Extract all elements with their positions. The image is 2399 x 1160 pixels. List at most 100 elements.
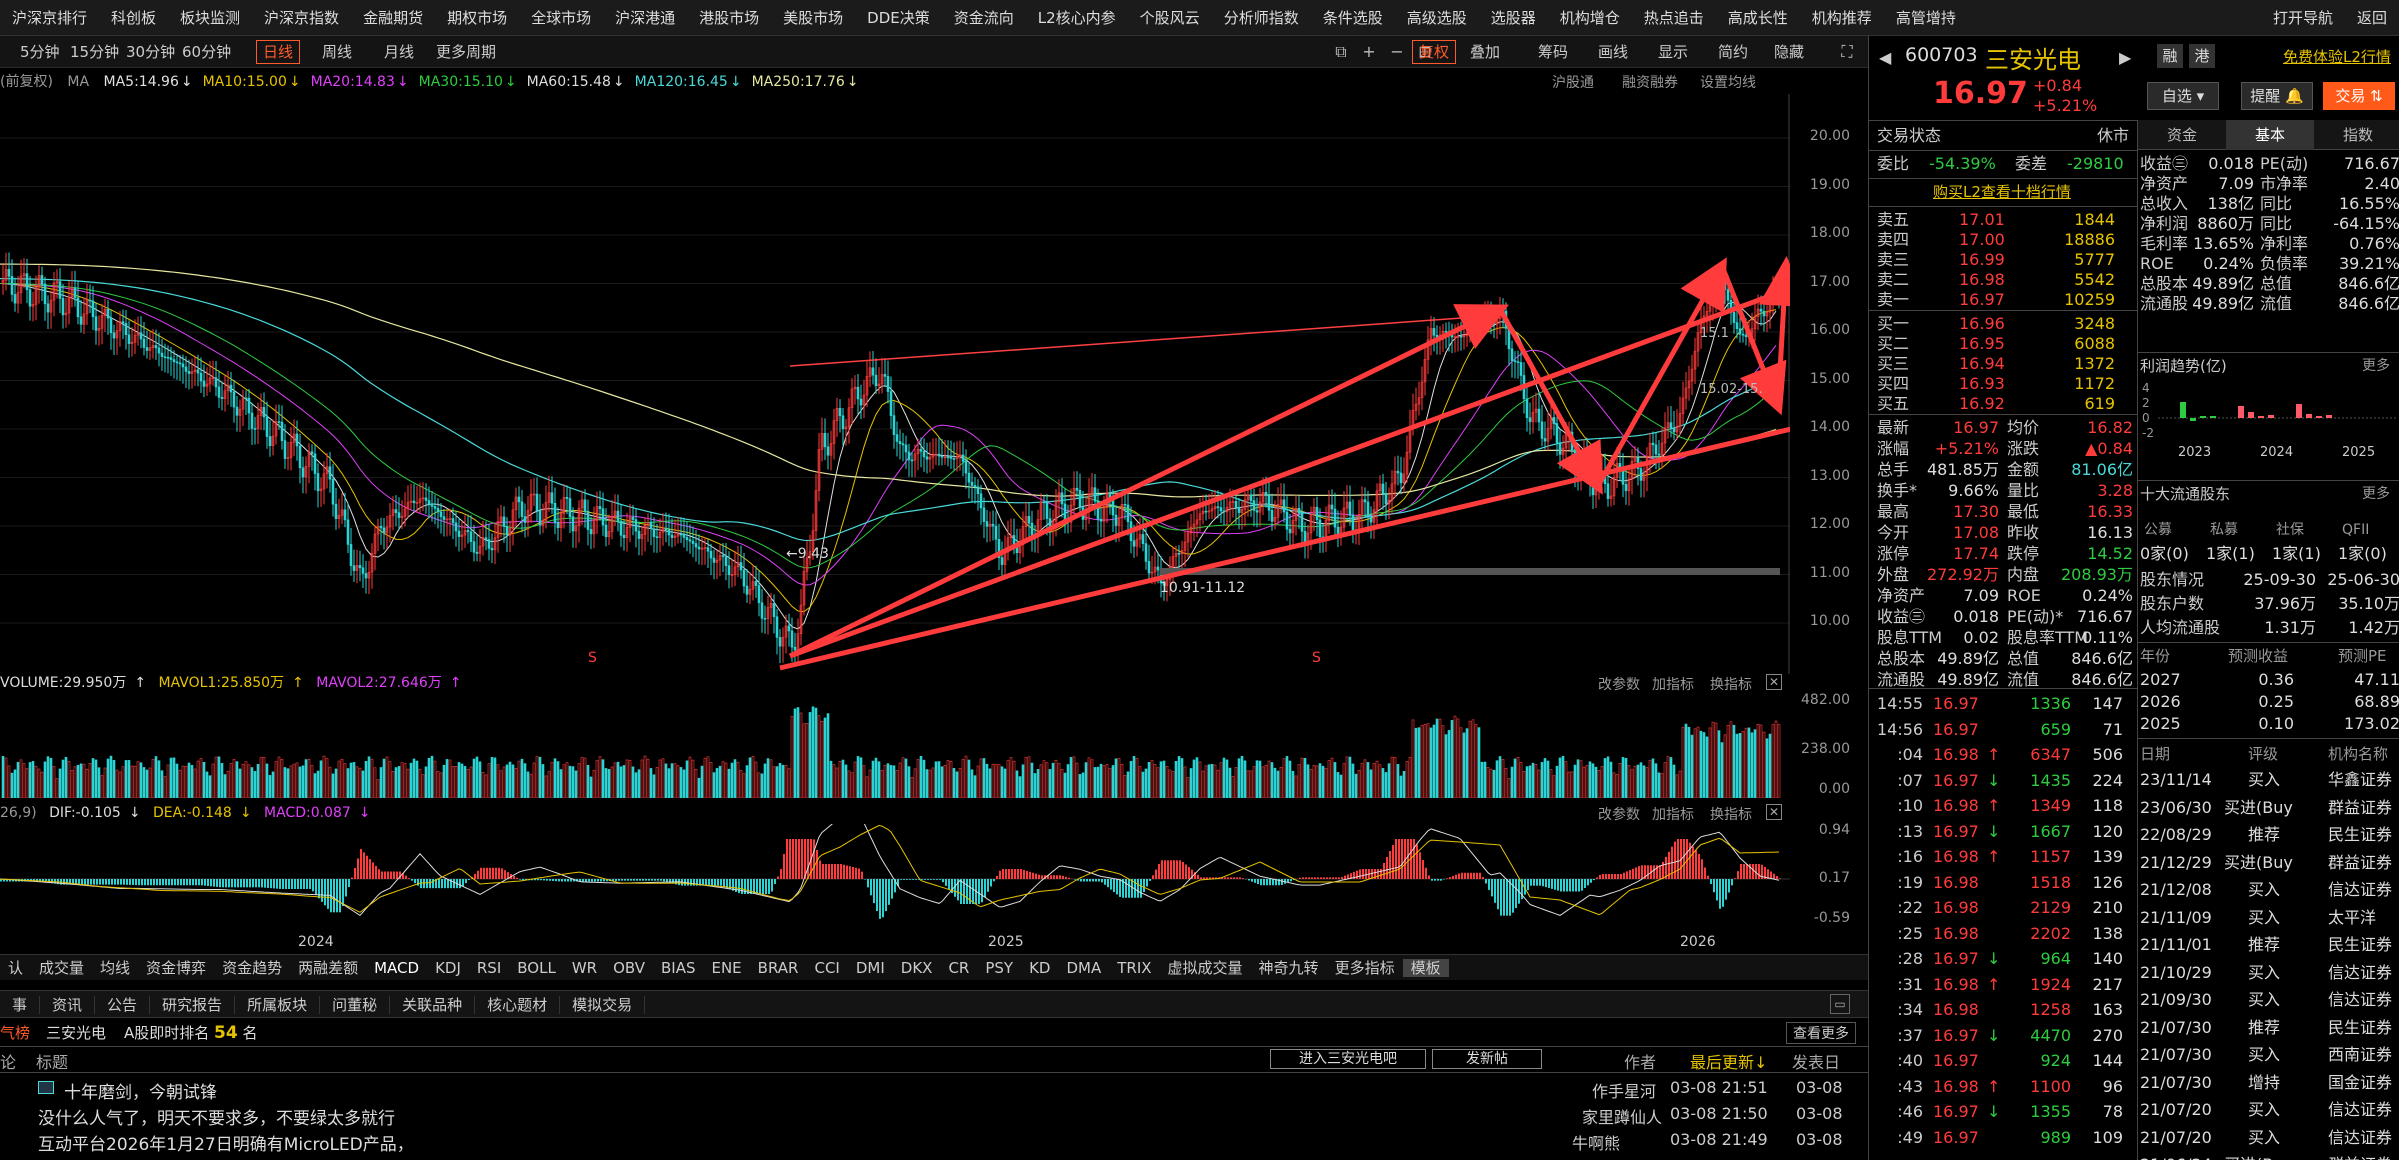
menu-item-10[interactable]: DDE决策 <box>867 9 930 27</box>
vol-switch-button[interactable]: 换指标 <box>1710 677 1752 693</box>
news-tab-4[interactable]: 所属板块 <box>235 996 321 1014</box>
menu-item-23[interactable]: 打开导航 <box>2272 9 2333 27</box>
period-tab-0[interactable]: 5分钟 <box>20 43 60 61</box>
post-author[interactable]: 作手星河 <box>1592 1082 1657 1101</box>
indicator-tab-8[interactable]: RSI <box>476 959 502 977</box>
prev-stock-icon[interactable]: ◀ <box>1879 48 1892 67</box>
menu-item-22[interactable]: 高管增持 <box>1895 9 1956 27</box>
fund-tab-1[interactable]: 基本 <box>2226 120 2314 150</box>
indicator-tab-7[interactable]: KDJ <box>435 959 461 977</box>
news-tab-6[interactable]: 关联品种 <box>390 996 476 1014</box>
post-title[interactable]: 十年磨剑，今朝试锋 <box>64 1083 217 1103</box>
price-chart[interactable] <box>0 94 1790 674</box>
menu-item-24[interactable]: 返回 <box>2356 9 2387 27</box>
hk-tag[interactable]: 港 <box>2189 44 2215 68</box>
indicator-tab-3[interactable]: 资金博弈 <box>146 959 207 977</box>
news-tab-0[interactable]: 事 <box>0 996 41 1014</box>
bid-price[interactable]: 16.93 <box>1959 374 2005 393</box>
zoom-in-icon[interactable]: + <box>1362 42 1376 61</box>
alert-button[interactable]: 提醒 🔔 <box>2241 82 2313 110</box>
menu-item-9[interactable]: 美股市场 <box>783 9 844 27</box>
period-tab-1[interactable]: 15分钟 <box>70 43 120 61</box>
vol-param-button[interactable]: 改参数 <box>1598 677 1640 693</box>
forum-col-updated[interactable]: 最后更新↓ <box>1690 1053 1768 1072</box>
toolbar-right-3[interactable]: 画线 <box>1598 43 1629 61</box>
indicator-tab-10[interactable]: WR <box>571 959 598 977</box>
menu-item-14[interactable]: 分析师指数 <box>1223 9 1299 27</box>
menu-item-7[interactable]: 沪深港通 <box>615 9 676 27</box>
post-author[interactable]: 牛啊熊 <box>1572 1134 1621 1153</box>
indicator-tab-2[interactable]: 均线 <box>100 959 131 977</box>
indicator-tab-13[interactable]: ENE <box>711 959 742 977</box>
watchlist-button[interactable]: 自选 ▾ <box>2147 82 2219 110</box>
hgt-button[interactable]: 沪股通 <box>1552 75 1594 91</box>
post-title[interactable]: 没什么人气了，明天不要求多，不要绿太多就行 <box>38 1109 395 1129</box>
fullscreen-icon[interactable]: ⛶ <box>1841 42 1853 61</box>
period-tab-3[interactable]: 60分钟 <box>182 43 232 61</box>
menu-item-0[interactable]: 沪深京排行 <box>12 9 88 27</box>
menu-item-13[interactable]: 个股风云 <box>1139 9 1200 27</box>
indicator-tab-17[interactable]: DKX <box>900 959 933 977</box>
panel-toggle-icon[interactable]: ▭ <box>1830 994 1850 1014</box>
indicator-tab-15[interactable]: CCI <box>814 959 840 977</box>
period-tab-6[interactable]: 月线 <box>384 43 415 61</box>
forum-more-button[interactable]: 查看更多 <box>1786 1022 1856 1044</box>
toolbar-right-6[interactable]: 隐藏 <box>1774 43 1805 61</box>
layout-icon[interactable]: ⊞ <box>1418 42 1432 61</box>
trade-button[interactable]: 交易 ⇅ <box>2323 82 2395 110</box>
period-tab-4[interactable]: 日线 <box>256 40 301 64</box>
zoom-out-icon[interactable]: − <box>1390 42 1404 61</box>
macd-add-button[interactable]: 加指标 <box>1652 807 1694 823</box>
enter-forum-button[interactable]: 进入三安光电吧 <box>1270 1049 1426 1069</box>
menu-item-1[interactable]: 科创板 <box>111 9 157 27</box>
indicator-tab-18[interactable]: CR <box>948 959 970 977</box>
menu-item-5[interactable]: 期权市场 <box>447 9 508 27</box>
indicator-tab-24[interactable]: 神奇九转 <box>1258 959 1319 977</box>
ask-price[interactable]: 17.00 <box>1959 230 2005 249</box>
ma-settings-button[interactable]: 设置均线 <box>1700 75 1756 91</box>
menu-item-20[interactable]: 高成长性 <box>1727 9 1788 27</box>
menu-item-19[interactable]: 热点追击 <box>1643 9 1704 27</box>
indicator-tab-19[interactable]: PSY <box>985 959 1014 977</box>
news-tab-3[interactable]: 研究报告 <box>150 996 236 1014</box>
l2-trial-link[interactable]: 免费体验L2行情 <box>2283 48 2391 66</box>
holders-more-link[interactable]: 更多 <box>2362 486 2390 502</box>
toolbar-right-4[interactable]: 显示 <box>1658 43 1689 61</box>
period-tab-7[interactable]: 更多周期 <box>436 43 497 61</box>
buy-l2-link[interactable]: 购买L2查看十档行情 <box>1933 183 2071 201</box>
macd-param-button[interactable]: 改参数 <box>1598 807 1640 823</box>
indicator-tab-0[interactable]: 认 <box>8 959 24 977</box>
margin-button[interactable]: 融资融券 <box>1622 75 1678 91</box>
indicator-tab-22[interactable]: TRIX <box>1117 959 1152 977</box>
post-author[interactable]: 家里蹲仙人 <box>1582 1108 1663 1127</box>
copy-icon[interactable]: ⧉ <box>1335 42 1347 61</box>
indicator-tab-26[interactable]: 模板 <box>1402 959 1449 977</box>
menu-item-12[interactable]: L2核心内参 <box>1037 9 1116 27</box>
news-tab-1[interactable]: 资讯 <box>40 996 96 1014</box>
menu-item-15[interactable]: 条件选股 <box>1322 9 1383 27</box>
menu-item-6[interactable]: 全球市场 <box>531 9 592 27</box>
macd-close-icon[interactable]: ✕ <box>1766 804 1782 820</box>
fund-tab-0[interactable]: 资金 <box>2166 126 2197 144</box>
ask-price[interactable]: 16.97 <box>1959 290 2005 309</box>
bid-price[interactable]: 16.92 <box>1959 394 2005 413</box>
menu-item-3[interactable]: 沪深京指数 <box>264 9 340 27</box>
ask-price[interactable]: 16.99 <box>1959 250 2005 269</box>
bid-price[interactable]: 16.95 <box>1959 334 2005 353</box>
toolbar-right-1[interactable]: 叠加 <box>1470 43 1501 61</box>
indicator-tab-12[interactable]: BIAS <box>660 959 696 977</box>
profit-more-link[interactable]: 更多 <box>2362 358 2390 374</box>
indicator-tab-11[interactable]: OBV <box>613 959 645 977</box>
toolbar-right-2[interactable]: 筹码 <box>1538 43 1569 61</box>
indicator-tab-1[interactable]: 成交量 <box>39 959 85 977</box>
bid-price[interactable]: 16.96 <box>1959 314 2005 333</box>
indicator-tab-4[interactable]: 资金趋势 <box>222 959 283 977</box>
toolbar-right-5[interactable]: 简约 <box>1718 43 1749 61</box>
news-tab-5[interactable]: 问董秘 <box>320 996 391 1014</box>
indicator-tab-21[interactable]: DMA <box>1066 959 1102 977</box>
indicator-tab-25[interactable]: 更多指标 <box>1334 959 1395 977</box>
vol-close-icon[interactable]: ✕ <box>1766 674 1782 690</box>
ask-price[interactable]: 17.01 <box>1959 210 2005 229</box>
toolbar-right-0[interactable]: 复权 <box>1412 40 1457 64</box>
news-tab-8[interactable]: 模拟交易 <box>560 996 646 1014</box>
